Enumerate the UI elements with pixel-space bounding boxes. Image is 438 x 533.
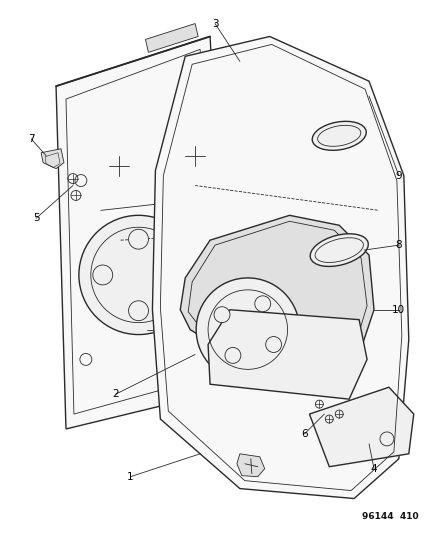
Text: 9: 9 bbox=[395, 171, 401, 181]
Text: 2: 2 bbox=[112, 389, 119, 399]
Circle shape bbox=[254, 296, 270, 312]
Ellipse shape bbox=[311, 122, 365, 150]
Polygon shape bbox=[180, 215, 373, 374]
Circle shape bbox=[196, 278, 299, 381]
Text: 1: 1 bbox=[127, 472, 134, 482]
Polygon shape bbox=[41, 149, 64, 168]
Polygon shape bbox=[56, 36, 230, 429]
Text: 6: 6 bbox=[300, 429, 307, 439]
Text: 4: 4 bbox=[370, 464, 377, 474]
Circle shape bbox=[128, 301, 148, 321]
Circle shape bbox=[224, 348, 240, 364]
Circle shape bbox=[79, 215, 198, 335]
Polygon shape bbox=[152, 36, 408, 498]
Circle shape bbox=[92, 265, 113, 285]
Polygon shape bbox=[309, 387, 413, 467]
Polygon shape bbox=[145, 23, 198, 52]
Text: 10: 10 bbox=[392, 305, 405, 314]
Circle shape bbox=[128, 229, 148, 249]
Text: 7: 7 bbox=[28, 134, 35, 144]
Text: 5: 5 bbox=[33, 213, 39, 223]
Text: 96144  410: 96144 410 bbox=[361, 512, 418, 521]
Circle shape bbox=[164, 265, 184, 285]
Circle shape bbox=[214, 307, 230, 322]
Circle shape bbox=[265, 336, 281, 352]
Ellipse shape bbox=[310, 234, 367, 266]
Text: 3: 3 bbox=[211, 19, 218, 29]
Polygon shape bbox=[208, 310, 366, 399]
Polygon shape bbox=[237, 454, 264, 477]
Text: 8: 8 bbox=[395, 240, 401, 250]
